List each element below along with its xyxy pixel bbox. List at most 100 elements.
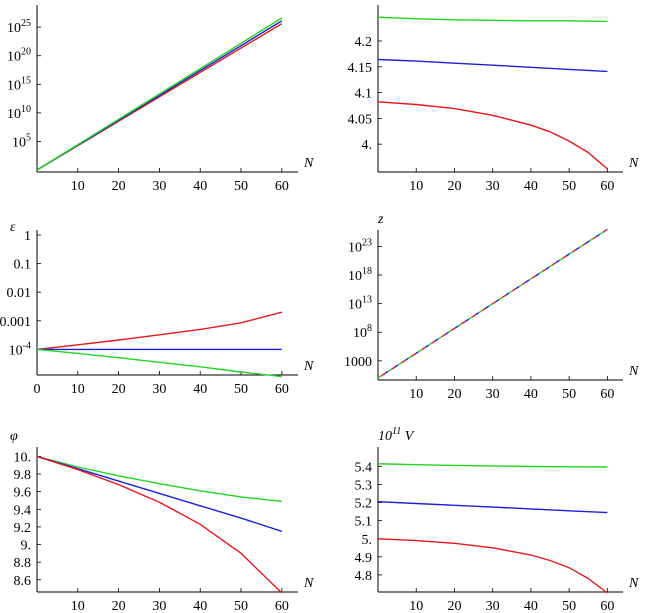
y-tick-label: 8.6 [14,574,32,589]
series-line-green [377,16,608,23]
y-tick-label: 0.1 [14,258,32,273]
x-tick-label: 40 [193,179,207,194]
series-line-green [36,17,283,171]
x-tick-label: 20 [447,599,461,613]
x-tick-label: 30 [152,382,166,397]
x-tick-label: 10 [409,599,423,613]
y-tick-label: 0.01 [7,286,32,301]
x-tick-label: 20 [112,179,126,194]
y-tick-label: 4.2 [355,35,373,50]
x-axis-label: N [303,359,314,374]
series-line-green [377,463,608,468]
x-tick-label: 30 [486,179,500,194]
y-tick-label: 9.2 [14,521,32,536]
x-tick-label: 10 [71,599,85,613]
x-tick-label: 60 [600,179,614,194]
y-tick-label: 4.9 [355,551,373,566]
x-tick-label: 0 [34,382,41,397]
y-tick-label: 1023 [348,237,372,255]
series-line-red [377,538,608,594]
series-line-red [377,228,608,379]
chart-panel-V: 10 20 30 40 50 60 4.8 4.9 5. 5.1 5.2 5.3 5.4 N 1011 V [355,426,640,613]
chart-panel-z: 10 20 30 40 50 60 1000 108 1013 1018 1023 Nz [344,212,639,402]
y-tick-label: 1018 [348,266,372,284]
series-line-red [36,455,283,594]
series-line-red [36,311,282,351]
y-tick-label: 10-4 [9,340,31,358]
series-line-blue [36,455,283,532]
x-tick-label: 10 [71,179,85,194]
y-tick-label: 1010 [7,104,31,122]
y-tick-label: 9.4 [14,503,32,518]
y-tick-label: 4.1 [355,87,373,102]
y-axis-label: a [10,0,17,2]
y-tick-label: 8.8 [14,556,32,571]
x-tick-label: 60 [275,382,289,397]
x-tick-label: 20 [112,382,126,397]
y-axis-label: z [377,212,384,227]
y-tick-label: 5.1 [355,515,373,530]
x-axis-label: N [628,364,639,379]
y-tick-label: 5.4 [355,460,373,475]
x-tick-label: 10 [409,387,423,402]
x-tick-label: 30 [152,599,166,613]
x-axis-label: N [303,576,314,591]
y-tick-label: 10. [14,450,32,465]
x-tick-label: 50 [562,179,576,194]
y-tick-label: 1020 [7,47,31,65]
chart-panel-a: 1020304050601051010101510201025Na [7,0,314,194]
x-tick-label: 40 [524,387,538,402]
y-tick-label: 4.8 [355,569,373,584]
y-tick-label: 9.6 [14,486,32,501]
y-tick-label: 1013 [348,295,372,313]
y-tick-label: 1015 [7,75,31,93]
y-tick-label: 5.3 [355,479,373,494]
x-axis-label: N [303,156,314,171]
x-tick-label: 10 [409,179,423,194]
y-tick-label: 4.05 [348,112,373,127]
x-tick-label: 40 [524,599,538,613]
x-tick-label: 20 [112,599,126,613]
x-tick-label: 40 [524,179,538,194]
chart-panel-epsilon: 0 10 20 30 40 50 60 1 0.1 0.01 0.001 10-4 Nε [0,220,314,397]
x-tick-label: 60 [275,599,289,613]
y-tick-label: 1025 [7,18,31,36]
x-tick-label: 60 [600,387,614,402]
x-tick-label: 60 [275,179,289,194]
x-tick-label: 50 [562,599,576,613]
y-tick-label: 9. [21,539,32,554]
x-axis-label: N [628,576,639,591]
series-line-red [377,101,608,170]
x-tick-label: 10 [71,382,85,397]
x-tick-label: 30 [152,179,166,194]
y-axis-label: 106 H [378,0,412,2]
x-tick-label: 40 [193,599,207,613]
x-tick-label: 40 [193,382,207,397]
series-line-green [36,455,282,503]
y-tick-label: 1 [24,229,31,244]
y-axis-label: 1011 V [378,426,415,444]
y-axis-label: φ [10,429,18,444]
y-axis-label: ε [10,220,16,235]
x-tick-label: 20 [447,179,461,194]
x-tick-label: 50 [234,599,248,613]
y-tick-label: 4.15 [348,61,373,76]
x-tick-label: 50 [234,179,248,194]
y-tick-label: 5. [362,533,373,548]
y-tick-label: 108 [353,323,372,341]
x-tick-label: 20 [447,387,461,402]
y-tick-label: 105 [12,132,31,150]
y-tick-label: 4. [362,138,373,153]
y-tick-label: 9.8 [14,468,32,483]
x-tick-label: 60 [600,599,614,613]
series-line-blue [377,501,608,514]
x-axis-label: N [628,156,639,171]
y-tick-label: 1000 [344,355,372,370]
y-tick-label: 5.2 [355,497,373,512]
y-tick-label: 0.001 [0,315,31,330]
series-line-blue [377,58,608,73]
x-tick-label: 30 [486,599,500,613]
x-tick-label: 50 [562,387,576,402]
series-line-blue [377,228,608,379]
